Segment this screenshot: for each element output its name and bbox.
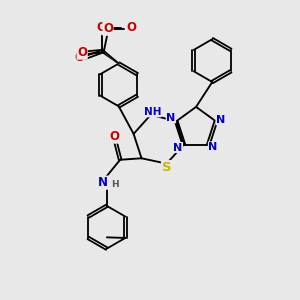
Text: O: O <box>126 21 136 34</box>
Text: O: O <box>97 21 107 34</box>
Text: O: O <box>77 46 87 59</box>
Text: N: N <box>166 113 176 123</box>
Text: O: O <box>103 22 113 35</box>
Text: O: O <box>75 51 85 64</box>
Text: N: N <box>98 176 108 189</box>
Text: N: N <box>208 142 218 152</box>
Text: N: N <box>216 115 225 125</box>
Text: N: N <box>173 142 182 152</box>
Text: H: H <box>111 180 119 189</box>
Text: O: O <box>109 130 119 143</box>
Text: NH: NH <box>143 107 161 117</box>
Text: S: S <box>161 161 171 174</box>
